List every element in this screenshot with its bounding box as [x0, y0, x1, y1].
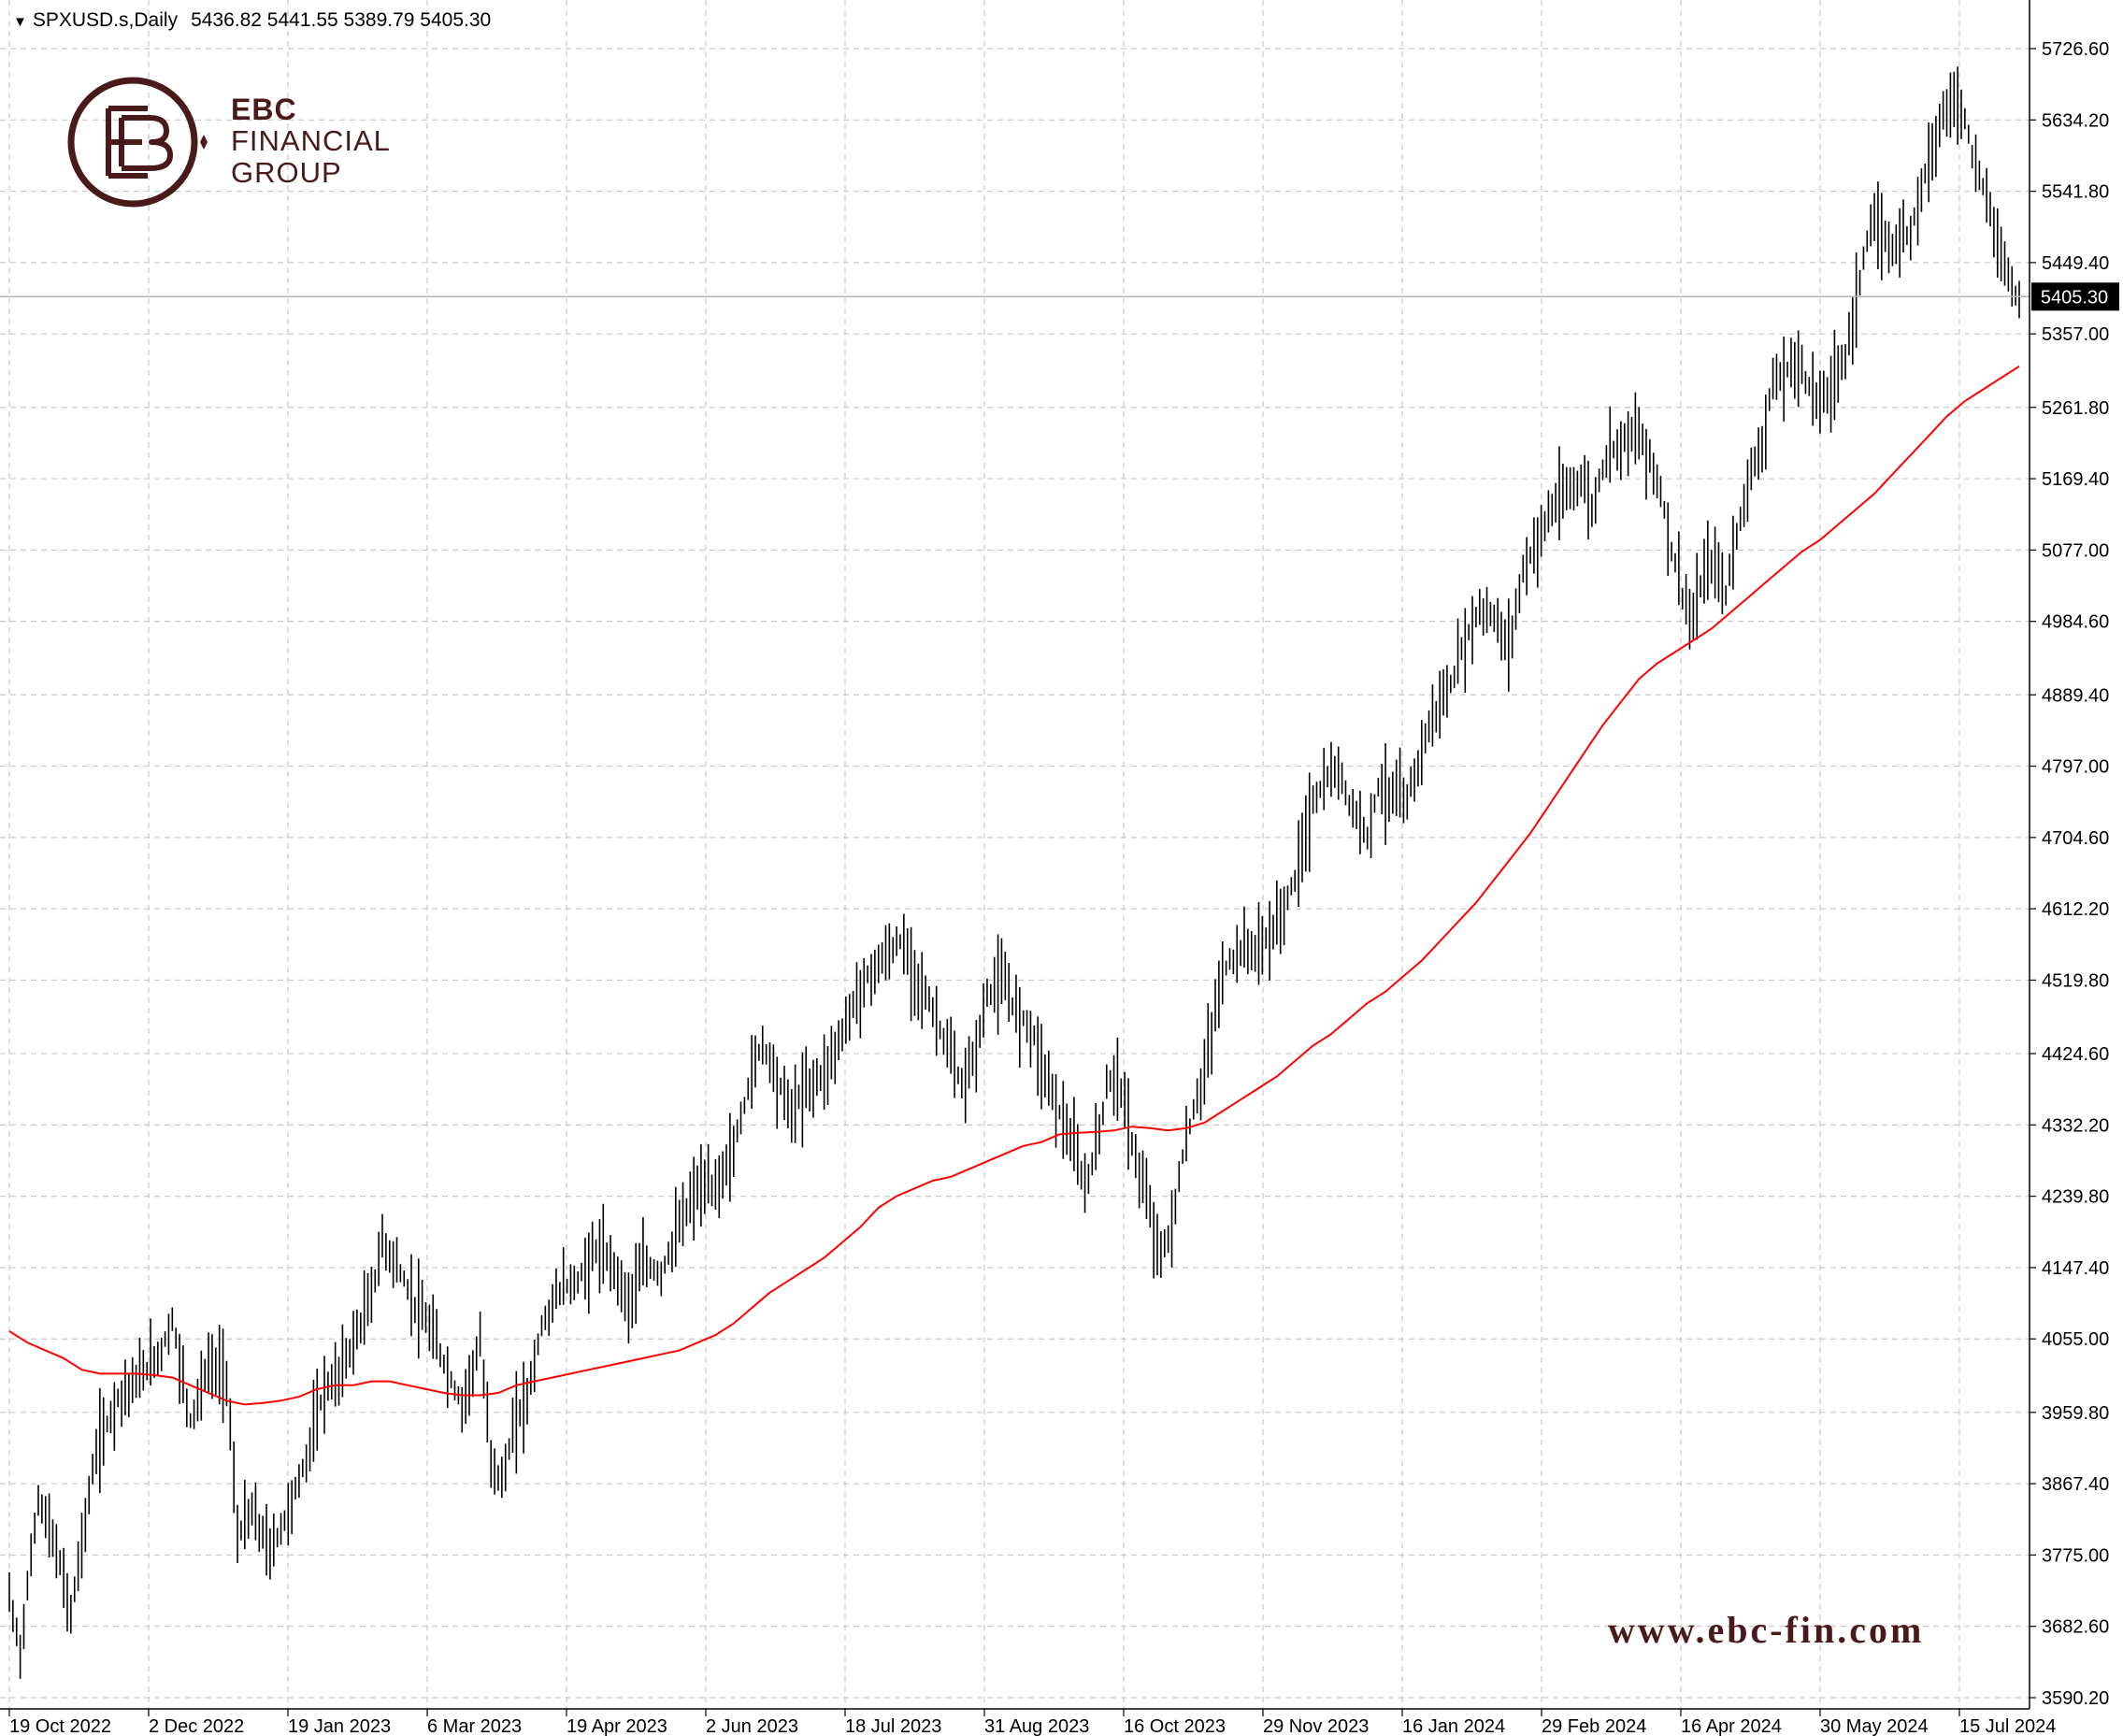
x-tick-label: 16 Apr 2024	[1681, 1716, 1782, 1736]
x-tick-label: 2 Jun 2023	[706, 1716, 798, 1736]
x-tick-label: 16 Jan 2024	[1402, 1716, 1505, 1736]
x-tick-label: 29 Nov 2023	[1263, 1716, 1369, 1736]
y-tick-label: 3867.40	[2042, 1474, 2109, 1495]
x-axis: 19 Oct 2022 2 Dec 2022 19 Jan 2023 6 Mar 20…	[8, 1709, 2056, 1736]
y-tick-label: 5357.00	[2042, 324, 2109, 345]
y-tick-label: 4147.40	[2042, 1258, 2109, 1279]
x-tick-label: 31 Aug 2023	[984, 1716, 1089, 1736]
x-tick-label: 18 Jul 2023	[845, 1716, 941, 1736]
y-tick-label: 4332.20	[2042, 1115, 2109, 1136]
grid-lines	[0, 0, 2030, 1709]
ohlc-values: 5436.82 5441.55 5389.79 5405.30	[191, 9, 492, 31]
y-tick-label: 5726.60	[2042, 39, 2109, 60]
y-tick-label: 5077.00	[2042, 540, 2109, 561]
y-tick-label: 4704.60	[2042, 828, 2109, 849]
x-tick-label: 6 Mar 2023	[427, 1716, 522, 1736]
x-tick-label: 30 May 2024	[1820, 1716, 1929, 1736]
y-tick-label: 4519.80	[2042, 970, 2109, 991]
y-tick-label: 3682.60	[2042, 1617, 2109, 1638]
x-tick-label: 15 Jul 2024	[1959, 1716, 2056, 1736]
logo-line-2: FINANCIAL	[231, 124, 391, 157]
logo-line-1: EBC	[231, 93, 297, 126]
logo-line-3: GROUP	[231, 156, 342, 189]
y-tick-label: 4612.20	[2042, 899, 2109, 920]
y-tick-label: 3590.20	[2042, 1688, 2109, 1709]
moving-average-line	[8, 366, 2020, 1406]
dropdown-triangle-icon[interactable]: ▼	[13, 14, 27, 30]
y-tick-label: 5634.20	[2042, 110, 2109, 131]
y-tick-label: 5169.40	[2042, 469, 2109, 490]
chart-header: ▼ SPXUSD.s,Daily 5436.82 5441.55 5389.79 5…	[13, 9, 491, 32]
y-tick-label: 5261.80	[2042, 398, 2109, 419]
y-tick-label: 4239.80	[2042, 1187, 2109, 1208]
y-tick-label: 4424.60	[2042, 1044, 2109, 1065]
y-tick-label: 4889.40	[2042, 685, 2109, 706]
watermark-url: www.ebc-fin.com	[1608, 1609, 1925, 1651]
y-tick-label: 4797.00	[2042, 757, 2109, 778]
price-bars	[8, 66, 2020, 1679]
y-tick-label: 3775.00	[2042, 1545, 2109, 1566]
ebc-emblem-icon	[67, 77, 208, 208]
y-tick-label: 3959.80	[2042, 1403, 2109, 1424]
symbol-label: SPXUSD.s,Daily	[32, 9, 179, 31]
ebc-logo: EBC FINANCIAL GROUP	[67, 71, 441, 221]
x-tick-label: 16 Oct 2023	[1124, 1716, 1226, 1736]
y-tick-label: 4984.60	[2042, 612, 2109, 633]
current-price-tag: 5405.30	[2031, 282, 2119, 311]
current-price-label: 5405.30	[2041, 287, 2108, 308]
x-tick-label: 29 Feb 2024	[1542, 1716, 1646, 1736]
x-tick-label: 2 Dec 2022	[149, 1716, 244, 1736]
y-tick-label: 5541.80	[2042, 182, 2109, 203]
x-tick-label: 19 Oct 2022	[9, 1716, 111, 1736]
y-tick-label: 4055.00	[2042, 1329, 2109, 1350]
y-tick-label: 5449.40	[2042, 253, 2109, 274]
x-tick-label: 19 Jan 2023	[288, 1716, 391, 1736]
y-axis: 5726.60 5634.20 5541.80 5449.40 5357.00 5261.…	[2030, 39, 2109, 1709]
x-tick-label: 19 Apr 2023	[567, 1716, 667, 1736]
